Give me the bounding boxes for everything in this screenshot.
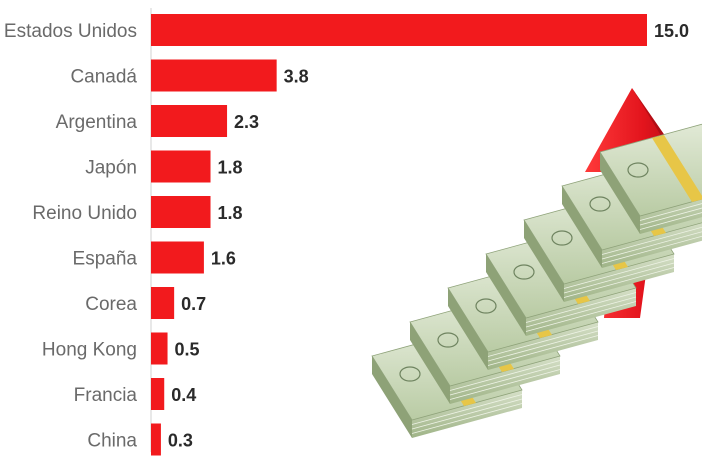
money-stairs-icon [371,123,702,438]
money-stairs-illustration [371,88,702,438]
value-label: 1.8 [218,203,243,223]
bar-row-corea: Corea 0.7 [85,287,206,319]
category-label: Reino Unido [32,203,137,224]
category-label: Canadá [70,67,137,88]
bar [151,378,165,410]
value-label: 0.3 [168,431,193,451]
category-label: China [87,431,137,452]
value-label: 1.8 [218,158,243,178]
bar [151,150,211,183]
bar [151,332,168,365]
value-label: 1.6 [211,249,236,269]
bar [151,287,175,319]
value-label: 15.0 [654,21,689,41]
bars: Estados Unidos 15.0 Canadá 3.8 Argentina 2.3 J… [4,8,689,456]
bar-row-espana: España 1.6 [73,241,236,274]
value-label: 0.4 [171,385,196,405]
value-label: 2.3 [234,112,259,132]
bar [151,423,161,456]
bar-row-francia: Francia 0.4 [74,378,196,410]
bar [151,241,204,274]
bar-row-reino-unido: Reino Unido 1.8 [32,196,243,228]
category-label: Japón [85,158,137,179]
bar-row-japon: Japón 1.8 [85,150,243,183]
category-label: Francia [74,385,138,406]
bar [151,59,277,92]
category-label: Hong Kong [42,340,137,361]
bar [151,105,228,137]
value-label: 0.5 [175,340,200,360]
value-label: 3.8 [284,67,309,87]
money-stack-icon [599,123,702,234]
bar [151,196,211,228]
bar-row-china: China 0.3 [87,423,193,456]
bar-row-estados-unidos: Estados Unidos 15.0 [4,14,689,46]
category-label: Estados Unidos [4,21,137,42]
bar-row-hong-kong: Hong Kong 0.5 [42,332,200,365]
category-label: Argentina [56,112,138,133]
category-label: España [73,249,138,270]
bar-row-canada: Canadá 3.8 [70,59,309,92]
category-label: Corea [85,294,137,315]
bar-row-argentina: Argentina 2.3 [56,105,259,137]
value-label: 0.7 [181,294,206,314]
bar [151,14,647,46]
